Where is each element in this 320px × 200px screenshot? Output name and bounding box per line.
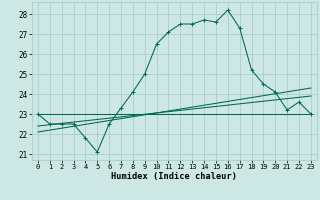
X-axis label: Humidex (Indice chaleur): Humidex (Indice chaleur) xyxy=(111,172,237,181)
